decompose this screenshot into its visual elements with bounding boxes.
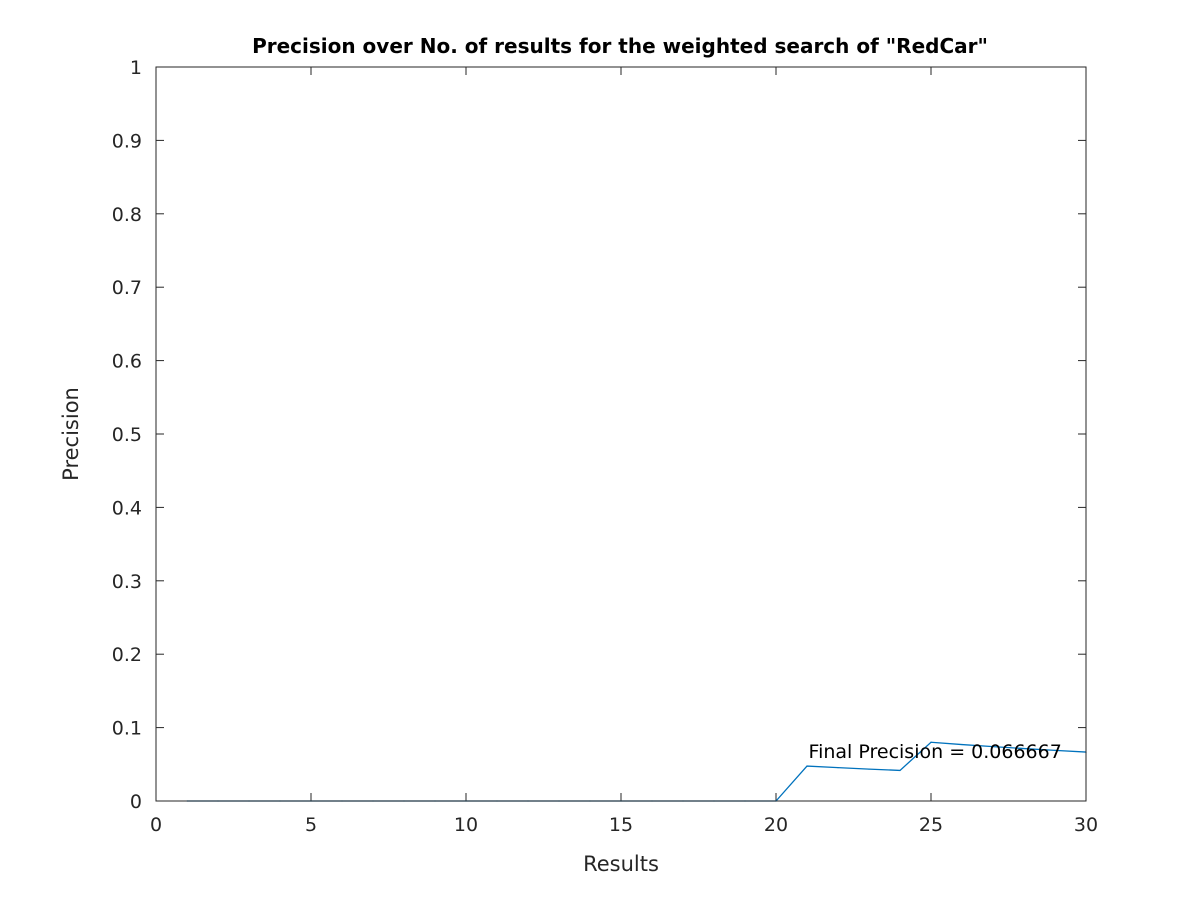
data-point — [868, 768, 870, 770]
data-point — [930, 741, 932, 743]
x-tick-label: 30 — [1074, 814, 1098, 836]
data-point — [961, 743, 963, 746]
data-point — [899, 769, 901, 772]
data-point — [1054, 749, 1056, 751]
y-tick-label: 0.6 — [112, 351, 142, 373]
y-tick-label: 0.8 — [112, 204, 142, 226]
y-tick-label: 0.3 — [112, 571, 142, 593]
y-axis-label: Precision — [59, 387, 83, 481]
y-tick-label: 0.5 — [112, 424, 142, 446]
y-tick-label: 0 — [130, 791, 142, 813]
data-point — [806, 765, 808, 767]
y-tick-label: 0.7 — [112, 277, 142, 299]
x-tick-label: 5 — [305, 814, 317, 836]
data-point — [1023, 747, 1025, 750]
plot-area-frame — [155, 66, 1087, 802]
y-tick-label: 0.4 — [112, 497, 142, 519]
data-point — [992, 746, 994, 748]
final-precision-annotation: Final Precision = 0.066667 — [809, 741, 1062, 763]
x-axis-label: Results — [583, 852, 659, 876]
x-tick-label: 10 — [454, 814, 478, 836]
x-tick-label: 20 — [764, 814, 788, 836]
x-tick-label: 0 — [150, 814, 162, 836]
y-tick-label: 1 — [130, 57, 142, 79]
y-tick-label: 0.1 — [112, 718, 142, 740]
y-tick-label: 0.9 — [112, 130, 142, 152]
y-tick-label: 0.2 — [112, 644, 142, 666]
data-point — [837, 767, 839, 769]
ticks-layer: 0 5 10 15 20 25 30 0 0.1 0.2 0.3 0.4 0.5 0.6 0.7 0.8 0.9… — [112, 57, 1098, 836]
x-tick-label: 25 — [919, 814, 943, 836]
chart-title: Precision over No. of results for the we… — [252, 34, 988, 58]
x-tick-label: 15 — [609, 814, 633, 836]
